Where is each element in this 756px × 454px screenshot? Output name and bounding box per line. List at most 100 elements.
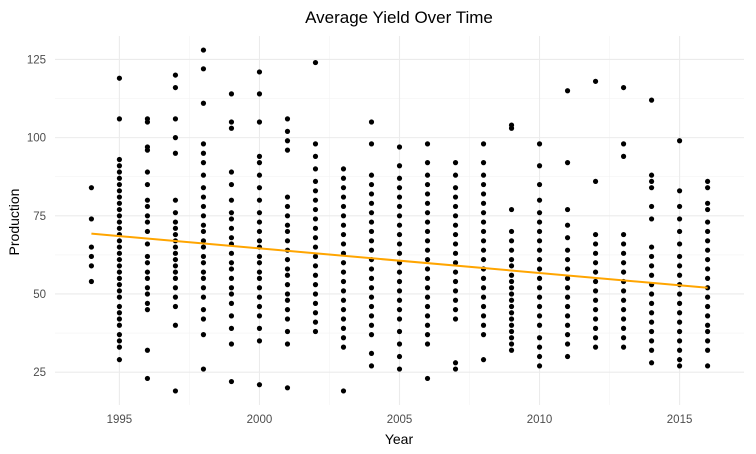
data-point bbox=[536, 275, 543, 281]
data-point bbox=[116, 294, 123, 300]
data-point bbox=[704, 256, 711, 263]
data-point bbox=[172, 116, 179, 122]
data-point bbox=[144, 147, 151, 153]
data-point bbox=[536, 335, 543, 341]
data-point bbox=[284, 341, 291, 347]
data-point bbox=[564, 353, 571, 360]
data-point bbox=[676, 363, 683, 369]
data-point bbox=[396, 241, 403, 247]
data-point bbox=[452, 185, 459, 191]
data-point bbox=[200, 294, 207, 300]
data-point bbox=[312, 282, 319, 288]
data-point bbox=[536, 210, 543, 216]
data-point bbox=[704, 238, 711, 244]
data-point bbox=[648, 272, 655, 278]
data-point bbox=[564, 160, 571, 166]
data-point bbox=[200, 213, 207, 219]
data-point bbox=[284, 256, 291, 263]
x-axis-title: Year bbox=[385, 431, 414, 447]
data-point bbox=[312, 216, 319, 222]
y-tick-label: 125 bbox=[27, 54, 46, 66]
data-point bbox=[620, 325, 627, 331]
data-point bbox=[592, 178, 599, 185]
data-point bbox=[424, 200, 431, 206]
data-point bbox=[200, 222, 207, 228]
data-point bbox=[144, 203, 151, 210]
data-point bbox=[536, 363, 543, 369]
data-point bbox=[116, 338, 123, 344]
x-tick-label: 2000 bbox=[247, 414, 273, 426]
data-point bbox=[704, 363, 711, 369]
data-point bbox=[256, 325, 263, 331]
data-point bbox=[424, 228, 431, 235]
data-point bbox=[116, 213, 123, 219]
data-point bbox=[88, 253, 95, 260]
data-point bbox=[592, 316, 599, 322]
data-point bbox=[452, 288, 459, 294]
data-point bbox=[536, 228, 543, 235]
data-point bbox=[116, 163, 123, 169]
data-point bbox=[116, 200, 123, 206]
data-point bbox=[396, 175, 403, 181]
data-point bbox=[200, 366, 207, 372]
data-point bbox=[564, 285, 571, 291]
tick-labels: 1995 2000 2005 2010 2015 25 50 75 100 125 bbox=[27, 54, 693, 426]
data-point bbox=[480, 247, 487, 253]
data-point bbox=[368, 303, 375, 310]
data-point bbox=[340, 203, 347, 210]
data-point bbox=[200, 194, 207, 200]
data-point bbox=[508, 263, 515, 269]
data-point bbox=[676, 310, 683, 316]
data-point bbox=[396, 250, 403, 256]
data-point bbox=[676, 216, 683, 222]
data-point bbox=[172, 150, 179, 156]
data-point bbox=[88, 185, 95, 191]
data-point bbox=[480, 275, 487, 281]
data-point bbox=[704, 294, 711, 300]
data-point bbox=[116, 238, 123, 244]
data-point bbox=[704, 322, 711, 328]
data-point bbox=[284, 282, 291, 288]
data-point bbox=[172, 388, 179, 394]
data-point bbox=[172, 231, 179, 238]
data-point bbox=[88, 244, 95, 250]
data-point bbox=[116, 282, 123, 288]
data-point bbox=[256, 275, 263, 281]
data-point bbox=[200, 253, 207, 260]
data-point bbox=[648, 178, 655, 185]
data-point bbox=[704, 247, 711, 253]
data-point bbox=[648, 310, 655, 316]
data-point bbox=[536, 313, 543, 319]
trend-line-group bbox=[91, 232, 708, 289]
data-point bbox=[228, 91, 235, 97]
data-point bbox=[200, 285, 207, 291]
data-point bbox=[396, 307, 403, 313]
data-point bbox=[480, 210, 487, 216]
data-point bbox=[256, 303, 263, 310]
data-point bbox=[256, 119, 263, 125]
data-point bbox=[256, 269, 263, 275]
data-point bbox=[116, 322, 123, 328]
data-point bbox=[452, 269, 459, 275]
data-point bbox=[200, 269, 207, 275]
data-point bbox=[256, 91, 263, 97]
data-point bbox=[116, 310, 123, 316]
data-point bbox=[452, 278, 459, 285]
data-point bbox=[256, 294, 263, 300]
data-point bbox=[312, 291, 319, 297]
data-point bbox=[340, 185, 347, 191]
data-point bbox=[564, 294, 571, 300]
data-point bbox=[200, 332, 207, 338]
data-point bbox=[312, 272, 319, 278]
data-point bbox=[508, 335, 515, 341]
data-point bbox=[256, 219, 263, 225]
data-point bbox=[144, 269, 151, 275]
data-point bbox=[424, 172, 431, 178]
data-point bbox=[648, 328, 655, 335]
data-point bbox=[508, 341, 515, 347]
data-point bbox=[312, 225, 319, 231]
data-point bbox=[368, 238, 375, 244]
data-point bbox=[256, 228, 263, 235]
data-point bbox=[228, 235, 235, 241]
data-point bbox=[368, 228, 375, 235]
